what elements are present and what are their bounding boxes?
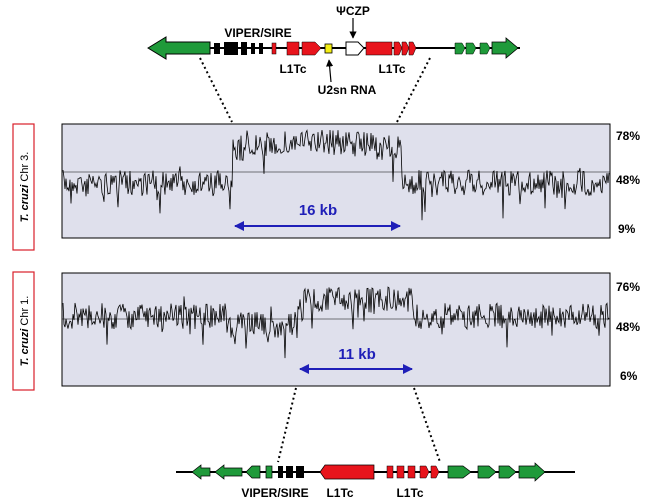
chr3-label: T. cruzi Chr 3. — [19, 152, 31, 223]
gene-arrow-right — [477, 465, 497, 479]
chr1-y-top: 76% — [616, 280, 640, 294]
l1tc-block — [401, 41, 410, 56]
l1tc-label-bottom-right: L1Tc — [396, 486, 423, 500]
chr1-gc-trace — [62, 286, 610, 359]
gene-arrow-right — [518, 462, 546, 482]
gene-arrow-right — [454, 42, 466, 55]
gene-arrow-right — [447, 465, 472, 479]
viper-block — [259, 43, 263, 54]
viper-block — [278, 466, 283, 478]
u2snrna-pointer — [326, 59, 334, 83]
chr1-span-label: 11 kb — [338, 346, 376, 363]
chr3-y-top: 78% — [616, 129, 640, 143]
l1tc-block — [407, 465, 416, 479]
viper-sire-label-bottom: VIPER/SIRE — [241, 486, 308, 500]
chr1-y-bottom: 6% — [620, 369, 638, 383]
chr1-y-mid: 48% — [616, 320, 640, 334]
chr3-y-mid: 48% — [616, 173, 640, 187]
l1tc-block — [393, 41, 403, 56]
l1tc-block — [365, 41, 393, 56]
chr1-panel: T. cruzi Chr 1. 11 kb 76% 48% 6% — [12, 271, 640, 463]
chr3-y-bottom: 9% — [618, 222, 636, 236]
chr3-gc-trace — [62, 129, 610, 221]
chr3-label-box — [12, 123, 35, 251]
viper-block — [286, 466, 293, 478]
gene-arrow-right — [465, 42, 477, 55]
zoom-line-right — [396, 57, 431, 123]
zoom-line-left-bottom — [277, 387, 297, 463]
gene-arrow-right — [479, 42, 491, 55]
psiczp-label: ΨCZP — [336, 4, 370, 18]
psiczp-arrow — [345, 41, 365, 56]
l1tc-label-bottom-left: L1Tc — [326, 486, 353, 500]
viper-block — [241, 42, 247, 55]
zoom-line-left — [199, 57, 233, 123]
l1tc-label-right: L1Tc — [378, 62, 405, 76]
chr1-label: T. cruzi Chr 1. — [19, 296, 31, 367]
gene-arrow-left — [147, 36, 211, 60]
l1tc-block — [396, 465, 405, 479]
zoom-line-right-bottom — [413, 387, 441, 463]
chr3-panel: T. cruzi Chr 3. 16 kb 78% 48% 9% — [12, 123, 640, 251]
viper-block — [214, 43, 220, 54]
l1tc-block — [386, 465, 394, 479]
u2snrna-label: U2sn RNA — [318, 83, 377, 97]
viper-block — [224, 42, 238, 55]
chr3-plot-area — [61, 123, 611, 239]
chr1-label-box — [12, 271, 35, 391]
l1tc-arrow — [319, 464, 375, 480]
l1tc-label-left: L1Tc — [279, 62, 306, 76]
l1tc-block — [419, 465, 430, 479]
viper-block — [251, 43, 255, 54]
l1tc-block — [286, 41, 300, 56]
l1tc-arrow — [301, 41, 322, 56]
l1tc-block — [408, 41, 417, 56]
bottom-genomic-map: VIPER/SIRE L1Tc L1Tc — [176, 462, 575, 500]
l1tc-block — [271, 42, 277, 55]
chr3-span-label: 16 kb — [299, 202, 337, 219]
gene-arrow-left — [214, 464, 243, 480]
gene-block — [265, 465, 273, 479]
gene-arrow-right — [491, 37, 519, 59]
viper-sire-label: VIPER/SIRE — [224, 26, 291, 40]
gene-arrow-left — [191, 464, 211, 480]
gene-arrow-left — [245, 465, 261, 479]
gene-arrow-right — [498, 465, 517, 479]
viper-block — [296, 466, 304, 478]
top-genomic-map: VIPER/SIRE ΨCZP L1Tc L1Tc U2sn RNA — [147, 4, 520, 123]
u2snrna-block — [324, 43, 333, 54]
l1tc-block — [430, 465, 440, 479]
